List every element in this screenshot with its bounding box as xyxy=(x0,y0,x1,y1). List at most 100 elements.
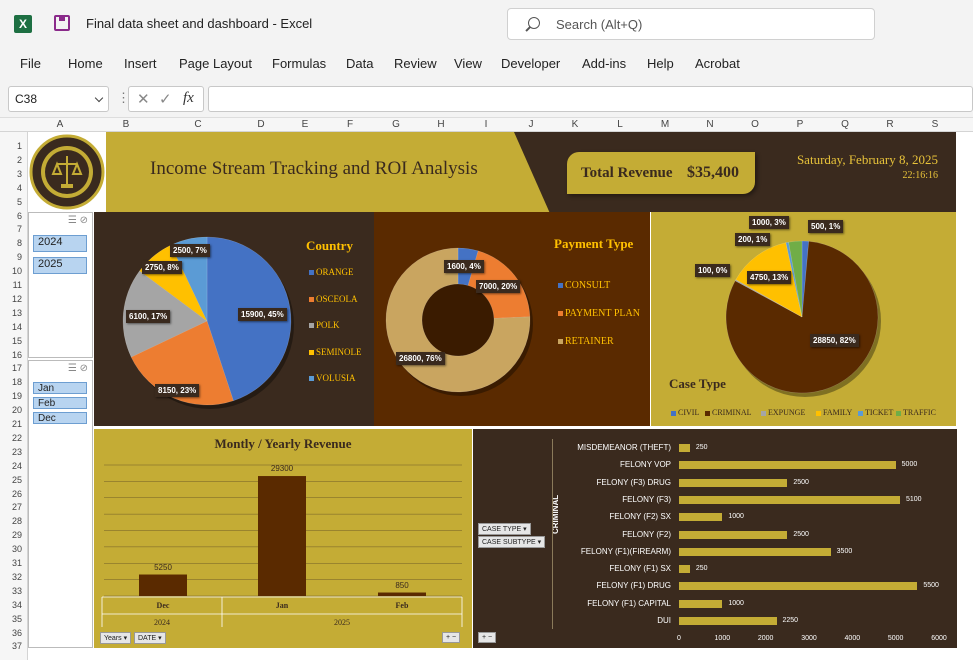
pie-slice-osceola[interactable] xyxy=(130,320,234,406)
row-header[interactable]: 26 xyxy=(11,488,22,499)
formula-input[interactable] xyxy=(208,86,973,112)
revenue-bar-jan[interactable] xyxy=(258,476,306,596)
revenue-bar-feb[interactable] xyxy=(378,592,426,596)
function-icon[interactable]: fx xyxy=(183,90,194,106)
criminal-bar[interactable] xyxy=(679,461,896,470)
row-header[interactable]: 4 xyxy=(16,182,22,193)
menu-acrobat[interactable]: Acrobat xyxy=(695,56,740,71)
row-header[interactable]: 25 xyxy=(11,474,22,485)
criminal-bar[interactable] xyxy=(679,617,777,625)
expand-collapse-buttons[interactable]: + − xyxy=(442,632,461,643)
column-header[interactable]: I xyxy=(484,119,488,130)
row-header[interactable]: 6 xyxy=(16,210,22,221)
expand-collapse-buttons[interactable]: + − xyxy=(478,632,497,643)
criminal-bar[interactable] xyxy=(679,565,690,574)
pie-slice-criminal[interactable] xyxy=(725,241,879,394)
row-header[interactable]: 28 xyxy=(11,516,22,527)
slicer-header-icons[interactable]: ☰ ⊘ xyxy=(67,363,88,374)
pie-slice-traffic[interactable] xyxy=(788,240,803,318)
case-type-chart[interactable]: Case Type 500, 1% 28850, 82% 100, 0% 4750, … xyxy=(651,212,956,426)
slicer-header-icons[interactable]: ☰ ⊘ xyxy=(67,215,88,226)
column-header[interactable]: F xyxy=(346,119,354,130)
menu-view[interactable]: View xyxy=(454,56,482,71)
column-header[interactable]: J xyxy=(528,119,534,130)
row-header[interactable]: 35 xyxy=(11,613,22,624)
column-header[interactable]: N xyxy=(706,119,714,130)
column-header[interactable]: P xyxy=(796,119,804,130)
slicer-item-2025[interactable]: 2025 xyxy=(33,257,87,274)
pie-slice-ticket[interactable] xyxy=(785,241,803,318)
menu-developer[interactable]: Developer xyxy=(501,56,561,71)
menu-home[interactable]: Home xyxy=(68,56,103,71)
row-header[interactable]: 1 xyxy=(16,141,22,151)
row-header[interactable]: 18 xyxy=(11,377,22,388)
slicer-item-dec[interactable]: Dec xyxy=(33,412,87,424)
column-header[interactable]: E xyxy=(301,119,309,130)
column-header[interactable]: O xyxy=(751,119,759,130)
column-header[interactable]: C xyxy=(194,119,202,130)
criminal-bar[interactable] xyxy=(679,444,690,452)
menu-help[interactable]: Help xyxy=(647,56,674,71)
row-header[interactable]: 21 xyxy=(11,419,22,429)
criminal-bar[interactable] xyxy=(679,599,723,608)
pie-slice-civil[interactable] xyxy=(801,240,810,318)
row-header[interactable]: 9 xyxy=(16,252,22,263)
row-header[interactable]: 37 xyxy=(11,641,22,652)
row-header[interactable]: 16 xyxy=(11,349,22,360)
criminal-bar[interactable] xyxy=(679,513,723,522)
more-icon[interactable]: ⋮ xyxy=(117,90,130,105)
menu-formulas[interactable]: Formulas xyxy=(272,56,327,71)
row-header[interactable]: 15 xyxy=(11,335,22,346)
row-header[interactable]: 12 xyxy=(11,293,22,304)
row-header[interactable]: 36 xyxy=(11,627,22,638)
column-header[interactable]: R xyxy=(886,119,894,130)
case-subtype-filter-button[interactable]: CASE SUBTYPE ▾ xyxy=(478,536,546,548)
column-header[interactable]: S xyxy=(931,119,939,130)
slicer-item-2024[interactable]: 2024 xyxy=(33,235,87,252)
criminal-subtype-chart[interactable]: CASE TYPE ▾ CASE SUBTYPE ▾ CRIMINAL + − … xyxy=(473,429,957,648)
case-type-filter-button[interactable]: CASE TYPE ▾ xyxy=(478,523,531,535)
row-header[interactable]: 22 xyxy=(11,432,22,443)
row-header[interactable]: 34 xyxy=(11,599,22,610)
menu-data[interactable]: Data xyxy=(346,56,374,71)
search-box[interactable]: Search (Alt+Q) xyxy=(507,8,875,40)
cancel-icon[interactable]: ✕ xyxy=(137,91,150,108)
column-header[interactable]: A xyxy=(56,119,64,130)
years-filter-button[interactable]: Years ▾ xyxy=(100,632,132,644)
row-header[interactable]: 13 xyxy=(11,307,22,318)
column-header[interactable]: M xyxy=(660,119,670,130)
criminal-bar[interactable] xyxy=(679,478,788,487)
monthly-revenue-chart[interactable]: Montly / Yearly Revenue Years ▾ DATE ▾ +… xyxy=(94,429,472,648)
criminal-bar[interactable] xyxy=(679,495,900,504)
menu-insert[interactable]: Insert xyxy=(124,56,157,71)
criminal-bar[interactable] xyxy=(679,547,831,556)
row-header[interactable]: 29 xyxy=(11,530,22,541)
date-filter-button[interactable]: DATE ▾ xyxy=(134,632,166,644)
menu-review[interactable]: Review xyxy=(394,56,437,71)
row-header[interactable]: 30 xyxy=(11,544,22,555)
years-slicer[interactable]: ☰ ⊘ 2024 2025 xyxy=(28,212,93,358)
row-header[interactable]: 32 xyxy=(11,571,22,582)
row-header[interactable]: 31 xyxy=(11,558,22,568)
column-header[interactable]: L xyxy=(617,119,623,130)
row-header[interactable]: 5 xyxy=(16,196,22,207)
row-header[interactable]: 17 xyxy=(11,363,22,374)
row-header[interactable]: 14 xyxy=(11,321,22,332)
slicer-item-jan[interactable]: Jan xyxy=(33,382,87,394)
row-header[interactable]: 33 xyxy=(11,585,22,596)
name-box[interactable]: C38 xyxy=(8,86,109,112)
country-chart[interactable]: Country 15900, 45% 8150, 23% 6100, 17% 2750… xyxy=(94,212,374,426)
menu-add-ins[interactable]: Add-ins xyxy=(582,56,627,71)
row-header[interactable]: 27 xyxy=(11,502,22,513)
row-header[interactable]: 10 xyxy=(11,266,22,277)
column-header[interactable]: H xyxy=(437,119,445,130)
row-header[interactable]: 20 xyxy=(11,405,22,416)
row-header[interactable]: 23 xyxy=(11,446,22,457)
criminal-bar[interactable] xyxy=(679,582,918,591)
months-slicer[interactable]: ☰ ⊘ Jan Feb Dec xyxy=(28,360,93,648)
column-header[interactable]: Q xyxy=(841,119,849,130)
revenue-bar-dec[interactable] xyxy=(139,574,187,596)
save-icon[interactable] xyxy=(54,15,70,31)
column-header[interactable]: D xyxy=(257,119,265,130)
enter-icon[interactable]: ✓ xyxy=(159,91,172,108)
